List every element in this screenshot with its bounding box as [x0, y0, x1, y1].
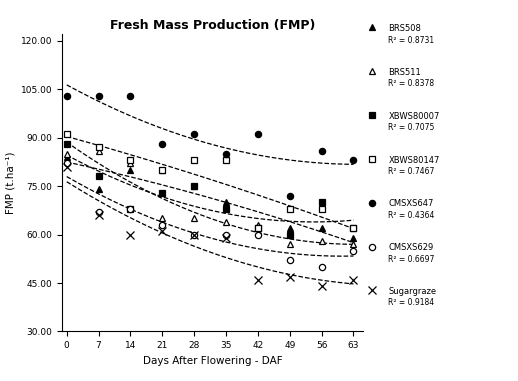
Text: R² = 0.7467: R² = 0.7467 — [388, 167, 435, 176]
Text: XBWS80147: XBWS80147 — [388, 155, 440, 165]
Text: R² = 0.8731: R² = 0.8731 — [388, 35, 435, 45]
Text: R² = 0.7075: R² = 0.7075 — [388, 123, 435, 132]
Text: R² = 0.4364: R² = 0.4364 — [388, 211, 435, 220]
Text: R² = 0.9184: R² = 0.9184 — [388, 298, 435, 307]
Text: Sugargraze: Sugargraze — [388, 287, 437, 296]
Title: Fresh Mass Production (FMP): Fresh Mass Production (FMP) — [110, 19, 315, 32]
Text: XBWS80007: XBWS80007 — [388, 112, 440, 121]
Text: CMSXS629: CMSXS629 — [388, 243, 434, 252]
Text: CMSXS647: CMSXS647 — [388, 199, 434, 208]
Text: R² = 0.6697: R² = 0.6697 — [388, 255, 435, 264]
Y-axis label: FMP (t.ha⁻¹): FMP (t.ha⁻¹) — [5, 152, 15, 214]
Text: BRS508: BRS508 — [388, 24, 421, 33]
X-axis label: Days After Flowering - DAF: Days After Flowering - DAF — [142, 356, 282, 366]
Text: R² = 0.8378: R² = 0.8378 — [388, 79, 435, 88]
Text: BRS511: BRS511 — [388, 68, 421, 77]
